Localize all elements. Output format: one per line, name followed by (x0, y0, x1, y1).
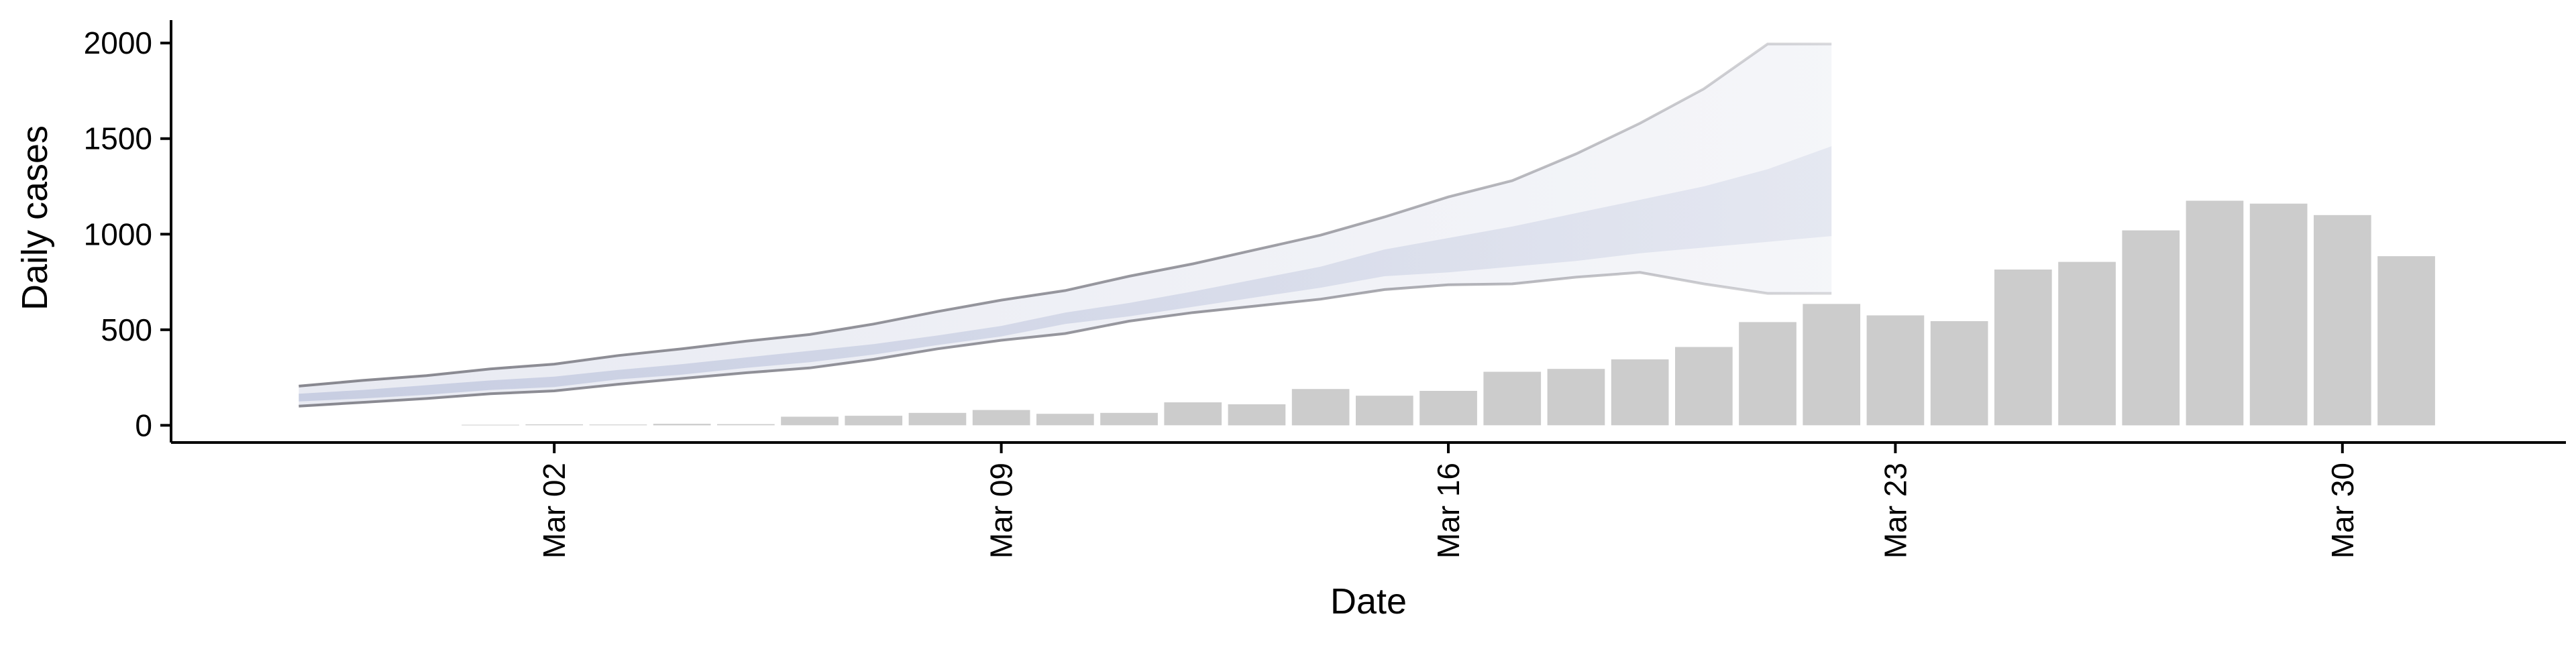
y-tick-label: 0 (135, 408, 152, 443)
bar (590, 424, 647, 425)
bar (1867, 315, 1925, 425)
y-axis-title: Daily cases (15, 125, 55, 310)
bar (2186, 200, 2244, 425)
bar (1036, 414, 1094, 425)
bar (1292, 389, 1350, 425)
bar (845, 416, 902, 425)
bar (781, 417, 839, 426)
bar (2377, 256, 2435, 425)
bar (1164, 402, 1222, 425)
bar (525, 424, 583, 425)
bar (1100, 413, 1158, 426)
bar (1611, 359, 1669, 425)
x-tick-label: Mar 30 (2325, 463, 2360, 558)
bar (1994, 270, 2052, 425)
bar (2058, 262, 2116, 426)
x-tick-label: Mar 09 (984, 463, 1019, 558)
bar (1739, 322, 1796, 425)
bar (2314, 215, 2371, 426)
bar (653, 424, 711, 425)
bar (1419, 391, 1477, 425)
bar (1675, 347, 1733, 426)
bar (2250, 204, 2308, 426)
y-ticks: 0 500 1000 1500 2000 (84, 25, 171, 443)
bar (1803, 304, 1860, 425)
forecast-band (299, 44, 1831, 406)
y-tick-label: 500 (101, 312, 152, 347)
bar (1228, 404, 1286, 425)
bar (973, 410, 1030, 426)
x-tick-label: Mar 23 (1878, 463, 1913, 558)
bar (1483, 372, 1541, 426)
x-tick-label: Mar 02 (537, 463, 572, 558)
x-ticks: Mar 02 Mar 09 Mar 16 Mar 23 Mar 30 (537, 443, 2360, 558)
bar (717, 424, 775, 426)
bar (909, 413, 967, 426)
bar (1548, 369, 1605, 425)
x-tick-label: Mar 16 (1431, 463, 1466, 558)
bar (1356, 396, 1413, 425)
x-axis-title: Date (1330, 581, 1407, 622)
y-tick-label: 1500 (84, 121, 152, 156)
y-tick-label: 1000 (84, 217, 152, 251)
y-tick-label: 2000 (84, 25, 152, 60)
bar (2122, 231, 2180, 426)
bar (1931, 321, 1988, 425)
bar (462, 425, 519, 426)
